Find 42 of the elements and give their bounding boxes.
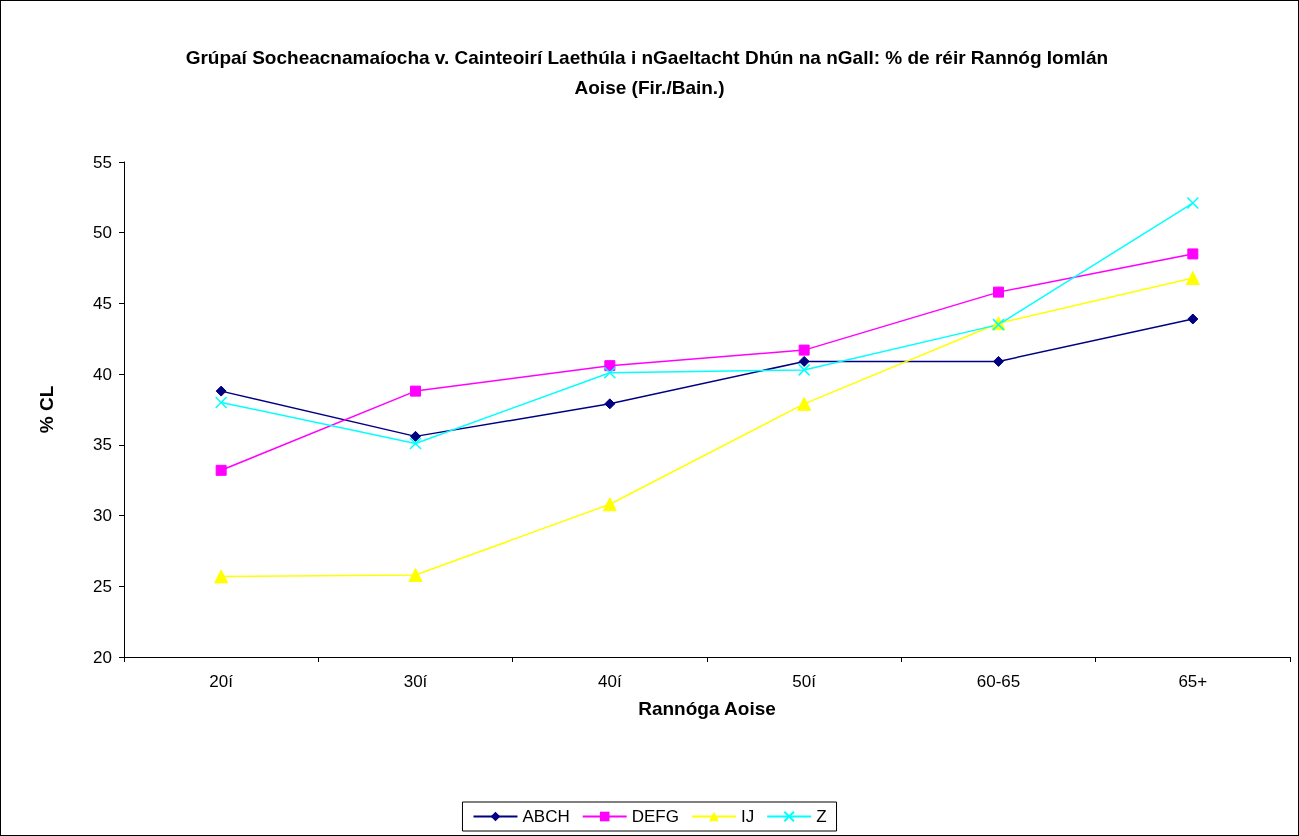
x-tick-label: 20í — [209, 672, 234, 691]
x-tick-label: 40í — [598, 672, 622, 691]
point — [993, 355, 1004, 367]
point — [1187, 313, 1199, 325]
x-tick-label: 60-65 — [976, 672, 1021, 691]
point — [798, 355, 810, 367]
y-tick-label: 30 — [93, 506, 112, 526]
point — [1186, 196, 1200, 210]
point — [1185, 270, 1200, 285]
x-tick-label: 50í — [792, 672, 817, 691]
y-tick-label: 20 — [93, 647, 112, 667]
point — [604, 398, 616, 410]
point — [409, 437, 422, 450]
point — [1187, 248, 1199, 260]
point — [993, 286, 1004, 298]
point — [797, 396, 812, 411]
chart-title: Grúpaí Socheacnamaíocha v. Cainteoirí Laethúla i nGaeltacht Dhún na nGall: % de réir Rannóg Iomlán Aoise (Fir./Bain.) — [185, 46, 1114, 98]
point — [215, 385, 227, 397]
y-tick-label: 40 — [93, 364, 112, 384]
point — [798, 344, 810, 356]
point — [408, 567, 423, 582]
point — [215, 464, 227, 476]
legend-label: Z — [816, 807, 827, 826]
y-axis-title: % CL — [36, 385, 57, 434]
x-tick-label: 65+ — [1178, 672, 1208, 691]
point — [797, 363, 811, 377]
x-tick-label: 30í — [403, 672, 428, 691]
point — [603, 366, 617, 379]
point — [214, 396, 228, 409]
legend-label: IJ — [740, 807, 755, 826]
point — [410, 430, 421, 442]
legend-label: DEFG — [631, 807, 679, 826]
y-tick-label: 45 — [93, 293, 112, 313]
y-tick-label: 50 — [93, 223, 112, 243]
y-tick-label: 25 — [93, 576, 112, 596]
point — [602, 497, 617, 512]
y-tick-label: 35 — [93, 435, 112, 455]
point — [214, 569, 229, 584]
y-tick-label: 55 — [93, 152, 112, 172]
x-axis-title: Rannóga Aoise — [638, 698, 776, 719]
point — [410, 385, 421, 397]
legend-label: ABCH — [522, 807, 570, 826]
